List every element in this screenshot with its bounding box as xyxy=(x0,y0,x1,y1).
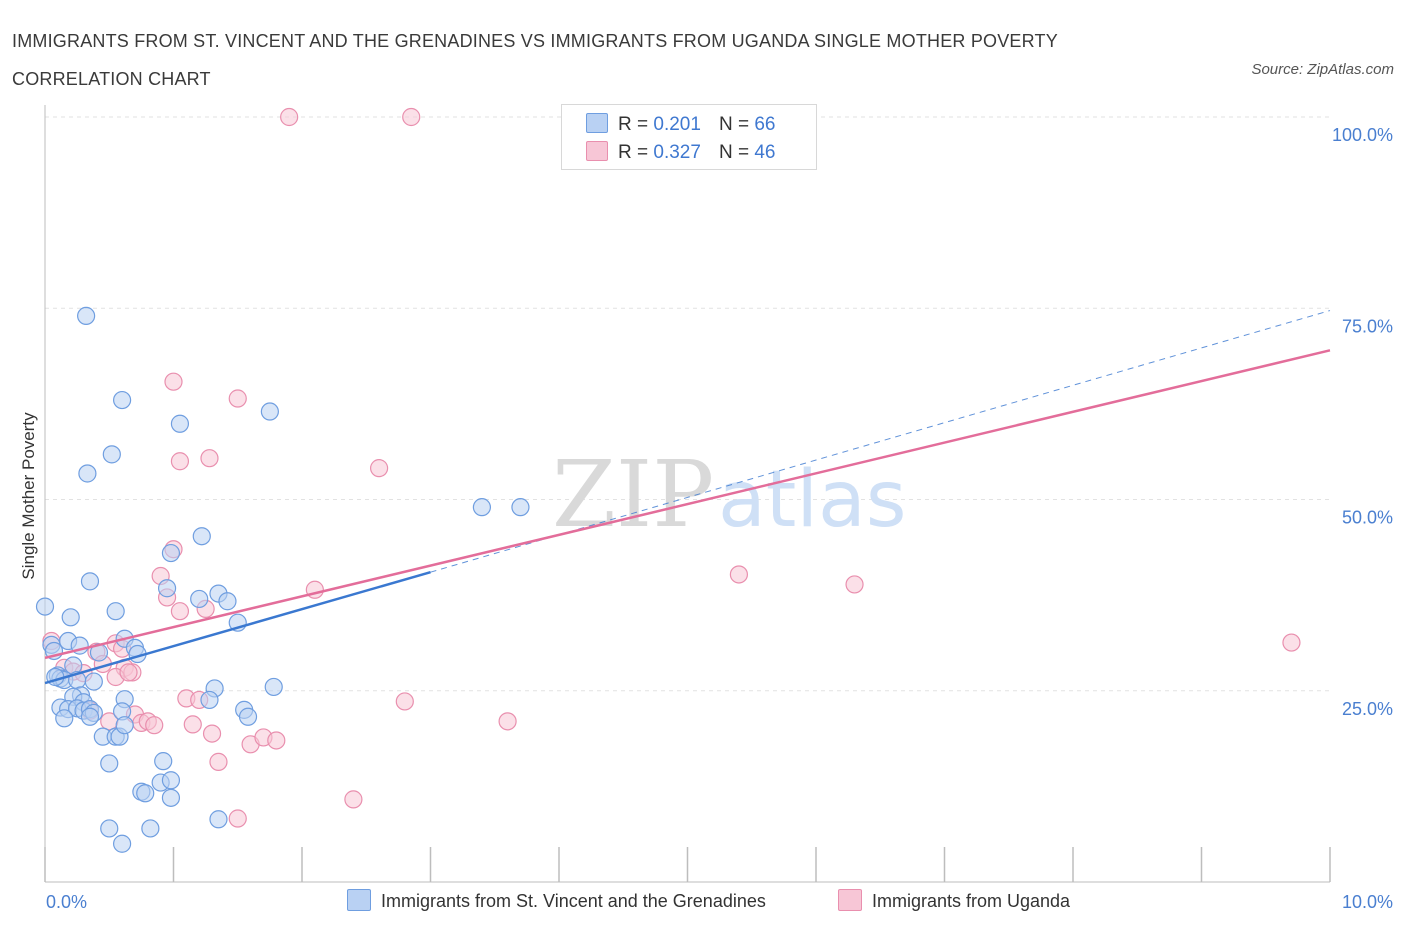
legend-swatch-pink xyxy=(586,141,608,161)
data-point-svg xyxy=(192,527,211,546)
data-point-svg xyxy=(161,543,181,563)
data-point-svg xyxy=(260,402,279,421)
data-point-svg xyxy=(115,716,134,735)
data-point-uganda xyxy=(402,107,421,127)
watermark-atlas: atlas xyxy=(718,455,907,545)
legend-r-value: 0.201 xyxy=(653,114,701,135)
y-axis-label: Single Mother Poverty xyxy=(19,412,38,580)
trend-line-svg xyxy=(44,570,431,685)
data-point-svg xyxy=(77,306,96,325)
data-point-svg xyxy=(78,464,97,483)
series-svg-points xyxy=(35,306,530,853)
data-point-svg xyxy=(136,784,155,803)
data-point-svg xyxy=(61,608,80,627)
data-point-uganda xyxy=(164,372,183,391)
data-point-svg xyxy=(157,579,177,598)
data-point-uganda xyxy=(395,692,414,711)
data-point-uganda xyxy=(228,389,247,408)
data-point-uganda xyxy=(202,724,222,743)
axes xyxy=(44,105,1331,883)
data-point-uganda xyxy=(145,716,164,735)
bottom-legend-swatch-blue xyxy=(347,889,371,911)
data-point-uganda xyxy=(170,602,190,621)
legend-n-value: 66 xyxy=(754,114,776,135)
trend-line-uganda xyxy=(44,349,1331,660)
legend-r-label: R = xyxy=(618,114,649,135)
y-tick-label: 75.0% xyxy=(1342,316,1393,336)
data-point-svg xyxy=(190,589,209,609)
legend-row-series1: R = 0.201 N = 66 xyxy=(586,113,775,137)
data-point-svg xyxy=(102,445,121,464)
data-point-uganda xyxy=(280,107,299,127)
x-tick-label-min: 0.0% xyxy=(46,892,87,912)
data-point-svg xyxy=(200,690,219,710)
data-point-uganda xyxy=(267,731,286,750)
bottom-legend-label: Immigrants from Uganda xyxy=(872,891,1071,911)
data-point-svg xyxy=(80,707,100,726)
data-point-svg xyxy=(141,819,160,838)
data-point-svg xyxy=(472,498,491,517)
data-point-svg xyxy=(80,572,100,591)
data-point-uganda xyxy=(119,663,138,682)
data-point-svg xyxy=(238,707,258,726)
legend-swatch-blue xyxy=(586,113,608,133)
data-point-svg xyxy=(100,754,119,773)
data-point-uganda xyxy=(498,712,517,731)
data-point-svg xyxy=(154,752,173,771)
data-point-uganda xyxy=(344,790,363,809)
data-point-uganda xyxy=(209,752,228,771)
data-point-uganda xyxy=(845,575,864,594)
data-point-svg xyxy=(84,672,103,691)
y-tick-label: 100.0% xyxy=(1332,125,1393,145)
data-point-svg xyxy=(100,819,119,838)
data-point-svg xyxy=(511,498,530,517)
data-point-uganda xyxy=(183,715,202,734)
data-point-uganda xyxy=(200,449,219,468)
data-point-svg xyxy=(264,677,283,697)
legend-r-value: 0.327 xyxy=(653,142,701,163)
data-point-uganda xyxy=(228,809,247,828)
data-point-svg xyxy=(161,788,181,807)
data-point-svg xyxy=(112,834,132,853)
data-point-svg xyxy=(170,414,190,433)
data-point-uganda xyxy=(1282,633,1301,652)
data-point-uganda xyxy=(170,452,190,471)
chart-title: IMMIGRANTS FROM ST. VINCENT AND THE GREN… xyxy=(12,31,1058,89)
legend-n-label: N = xyxy=(718,142,750,163)
bottom-legend-series1: Immigrants from St. Vincent and the Gren… xyxy=(347,889,766,912)
data-point-svg xyxy=(161,771,181,790)
y-tick-label: 25.0% xyxy=(1342,699,1393,719)
legend-n-label: N = xyxy=(718,114,750,135)
legend-row-series2: R = 0.327 N = 46 xyxy=(586,141,775,165)
legend-r-label: R = xyxy=(618,142,649,163)
legend-n-value: 46 xyxy=(754,142,776,163)
data-point-uganda xyxy=(370,459,389,478)
data-point-svg xyxy=(106,602,125,621)
y-tick-label: 50.0% xyxy=(1342,508,1393,528)
data-point-svg xyxy=(209,810,228,829)
data-point-svg xyxy=(218,592,237,611)
data-point-svg xyxy=(112,390,132,410)
correlation-legend: R = 0.201 N = 66 R = 0.327 N = 46 xyxy=(561,104,817,170)
data-point-svg xyxy=(55,709,74,728)
bottom-legend-swatch-pink xyxy=(838,889,862,911)
trend-lines xyxy=(44,310,1331,685)
data-point-svg xyxy=(35,597,55,616)
tick-labels: 25.0% 50.0% 75.0% 100.0% 0.0% 10.0% xyxy=(46,125,1393,912)
source-label: Source: ZipAtlas.com xyxy=(1251,61,1394,78)
x-tick-label-max: 10.0% xyxy=(1342,892,1393,912)
bottom-legend-label: Immigrants from St. Vincent and the Gren… xyxy=(381,891,766,911)
bottom-legend-series2: Immigrants from Uganda xyxy=(838,889,1070,912)
data-point-uganda xyxy=(729,565,749,584)
